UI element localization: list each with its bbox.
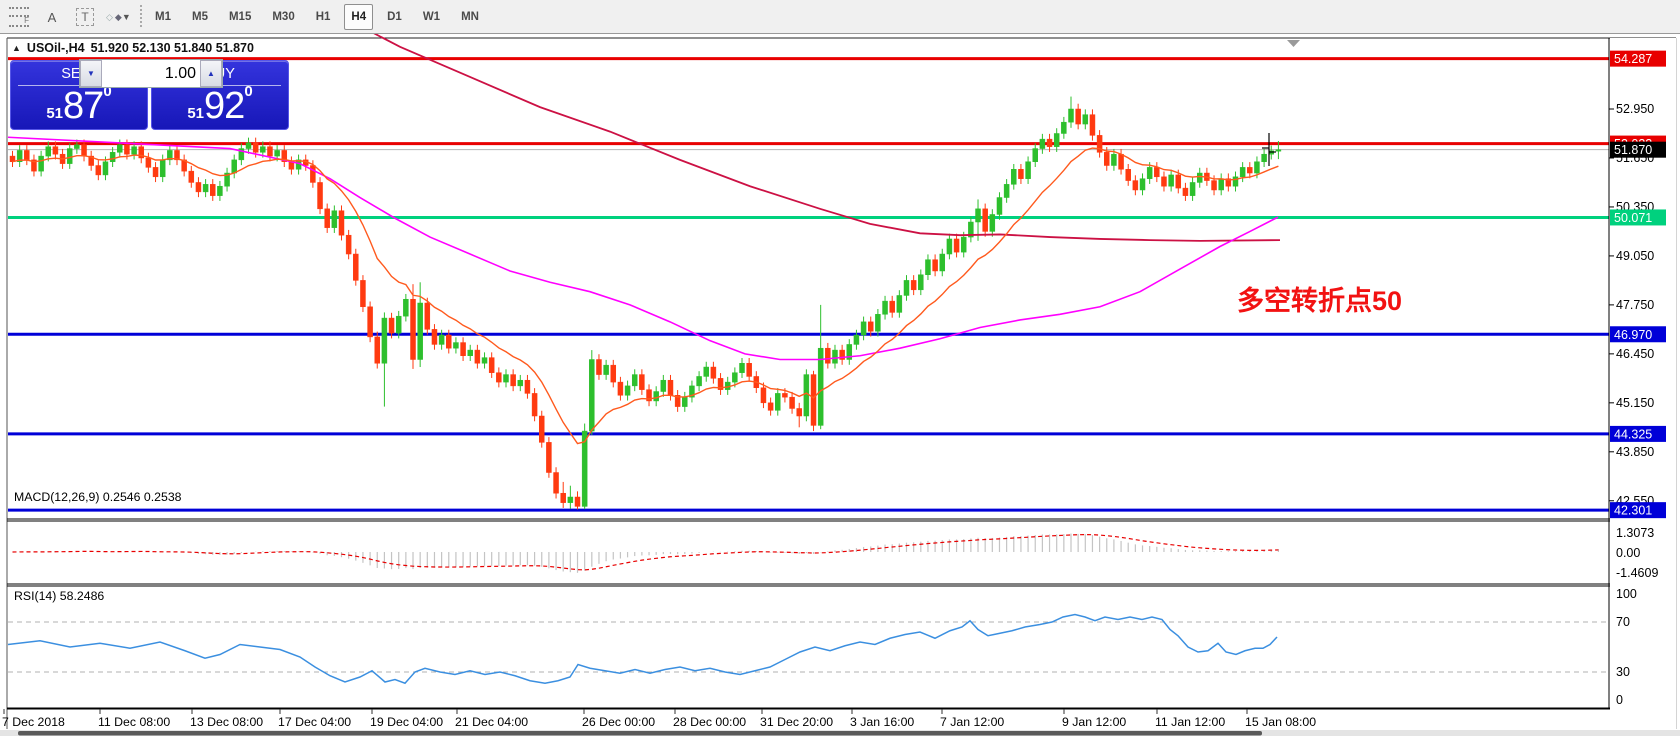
price-badge-44.325: 44.325	[1610, 425, 1666, 442]
volume-increase-button[interactable]: ▲	[200, 60, 222, 87]
symbol-label: USOil-,H4	[26, 41, 85, 55]
price-badge-54.287: 54.287	[1610, 50, 1666, 67]
price-badge-50.071: 50.071	[1610, 209, 1666, 226]
macd-signal-line	[12, 533, 1279, 571]
svg-text:42.301: 42.301	[1614, 504, 1652, 518]
date-axis: 7 Dec 2018 11 Dec 08:00 13 Dec 08:00 17 Dec…	[2, 709, 1316, 729]
svg-text:50.071: 50.071	[1614, 211, 1652, 225]
arrows-tool-icon[interactable]: ◇ ◆ ▼	[106, 11, 131, 23]
ma-mid-line	[7, 136, 1279, 361]
rsi-indicator-label: RSI(14) 58.2486	[14, 589, 105, 603]
svg-text:11 Jan 12:00: 11 Jan 12:00	[1155, 715, 1225, 729]
svg-text:0: 0	[1616, 693, 1623, 707]
timeframes-toolbar: M1 M5 M15 M30 H1 H4 D1 W1 MN	[148, 4, 486, 30]
ma-slow-line	[373, 34, 1281, 242]
svg-text:13 Dec 08:00: 13 Dec 08:00	[190, 715, 263, 729]
timeframe-m15[interactable]: M15	[228, 11, 252, 23]
svg-text:30: 30	[1616, 665, 1630, 679]
svg-text:15 Jan 08:00: 15 Jan 08:00	[1245, 715, 1316, 729]
svg-text:46.970: 46.970	[1614, 328, 1652, 342]
svg-text:70: 70	[1616, 615, 1630, 629]
svg-text:28 Dec 00:00: 28 Dec 00:00	[673, 715, 746, 729]
window-frame	[6, 37, 1677, 729]
price-badge-46.970: 46.970	[1610, 326, 1666, 343]
svg-text:49.050: 49.050	[1616, 249, 1654, 263]
timeframe-mn[interactable]: MN	[461, 11, 479, 23]
macd-indicator-label: MACD(12,26,9) 0.2546 0.2538	[14, 490, 182, 504]
svg-text:21 Dec 04:00: 21 Dec 04:00	[455, 715, 528, 729]
caret-up-icon: ▲	[207, 69, 215, 78]
timeframe-w1[interactable]: W1	[422, 11, 441, 23]
svg-text:26 Dec 00:00: 26 Dec 00:00	[582, 715, 655, 729]
svg-text:11 Dec 08:00: 11 Dec 08:00	[98, 715, 170, 729]
svg-text:17 Dec 04:00: 17 Dec 04:00	[278, 715, 351, 729]
chart-window: 52.950 51.650 50.350 49.050 47.750 46.450 45.1…	[0, 34, 1680, 736]
chart-canvas[interactable]: 52.95051.65050.35049.05047.75046.45045.1…	[0, 34, 1680, 736]
svg-text:-1.4609: -1.4609	[1616, 566, 1658, 580]
fibonacci-icon[interactable]: F	[6, 4, 32, 30]
toolbar: F A T ◇ ◆ ▼ M1 M5 M15 M30 H1 H4 D1 W1 MN	[0, 0, 1680, 34]
toolbar-grip[interactable]	[140, 5, 146, 27]
chart-title: ▲ USOil-,H4 51.920 52.130 51.840 51.870	[12, 41, 254, 55]
svg-text:51.870: 51.870	[1614, 143, 1652, 157]
svg-text:9 Jan 12:00: 9 Jan 12:00	[1062, 715, 1126, 729]
svg-text:100: 100	[1616, 587, 1637, 601]
price-badge-51.870: 51.870	[1610, 141, 1666, 158]
svg-text:54.287: 54.287	[1614, 52, 1652, 66]
svg-text:7 Dec 2018: 7 Dec 2018	[2, 715, 65, 729]
svg-text:47.750: 47.750	[1616, 298, 1654, 312]
caret-down-icon: ▼	[87, 69, 95, 78]
svg-text:1.3073: 1.3073	[1616, 526, 1654, 540]
timeframe-h1[interactable]: H1	[315, 11, 331, 23]
rsi-value: 58.2486	[59, 589, 105, 603]
ma-fast-line	[12, 147, 1279, 445]
volume-widget: ▼ ▲	[79, 59, 223, 88]
svg-text:46.450: 46.450	[1616, 347, 1654, 361]
collapse-triangle-icon[interactable]: ▲	[12, 43, 21, 53]
rsi-line	[7, 613, 1278, 685]
svg-text:0.00: 0.00	[1616, 546, 1640, 560]
panel-separators	[7, 518, 1676, 710]
timeframe-h4[interactable]: H4	[344, 4, 374, 30]
chevron-down-icon: ▼	[121, 12, 131, 22]
price-axis: 52.95051.65050.35049.05047.75046.45045.1…	[1608, 38, 1676, 729]
h-scrollbar	[0, 730, 1680, 736]
chart-annotation-text: 多空转折点50	[1237, 286, 1403, 316]
candles	[9, 96, 1282, 510]
svg-text:52.950: 52.950	[1616, 102, 1654, 116]
timeframe-m5[interactable]: M5	[191, 11, 208, 23]
h-scrollbar-thumb[interactable]	[18, 731, 1262, 736]
macd-values: 0.2546 0.2538	[102, 490, 182, 504]
text-label-icon[interactable]: T	[72, 4, 98, 30]
one-click-trading-panel: SELL 51870 BUY 51920 ▼ ▲	[10, 58, 291, 130]
price-levels	[8, 57, 1609, 512]
svg-text:43.850: 43.850	[1616, 445, 1654, 459]
rsi-panel	[8, 621, 1609, 673]
current-bar-mark	[1262, 133, 1276, 166]
timeframe-d1[interactable]: D1	[387, 11, 402, 23]
text-icon[interactable]: A	[47, 9, 57, 25]
svg-text:45.150: 45.150	[1616, 396, 1654, 410]
timeframe-m1[interactable]: M1	[155, 11, 171, 23]
svg-text:7 Jan 12:00: 7 Jan 12:00	[940, 715, 1004, 729]
svg-text:3 Jan 16:00: 3 Jan 16:00	[850, 715, 914, 729]
timeframe-m30[interactable]: M30	[272, 11, 295, 23]
price-badge-42.301: 42.301	[1610, 502, 1666, 519]
volume-input[interactable]	[102, 60, 200, 87]
svg-text:31 Dec 20:00: 31 Dec 20:00	[760, 715, 833, 729]
buy-price: 51920	[187, 83, 253, 127]
svg-text:44.325: 44.325	[1614, 427, 1652, 441]
svg-text:19 Dec 04:00: 19 Dec 04:00	[370, 715, 443, 729]
volume-dropdown-button[interactable]: ▼	[80, 60, 102, 87]
ohlc-quote: 51.920 52.130 51.840 51.870	[90, 41, 254, 55]
line-studies-toolbar: F A T ◇ ◆ ▼	[6, 4, 132, 30]
chart-shift-marker[interactable]	[1287, 40, 1300, 47]
sell-price: 51870	[46, 83, 112, 127]
